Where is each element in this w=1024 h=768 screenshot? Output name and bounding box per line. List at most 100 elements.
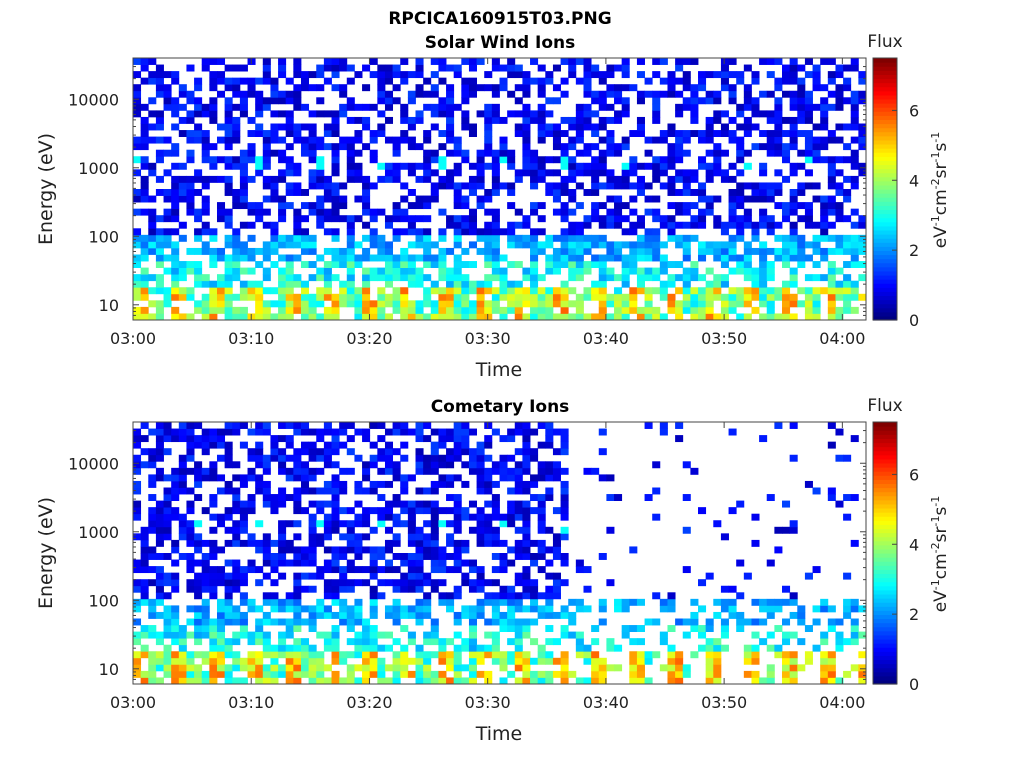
flux-cell xyxy=(339,651,348,659)
flux-cell xyxy=(835,644,844,652)
flux-cell xyxy=(339,58,348,65)
flux-cell xyxy=(148,136,157,144)
colorbar-swatch xyxy=(873,671,897,677)
flux-cell xyxy=(797,287,806,295)
flux-cell xyxy=(262,611,271,619)
flux-cell xyxy=(537,651,546,659)
flux-cell xyxy=(270,494,279,501)
flux-cell xyxy=(522,130,531,137)
flux-cell xyxy=(316,572,325,580)
flux-cell xyxy=(621,274,630,282)
flux-cell xyxy=(133,651,142,659)
flux-cell xyxy=(407,585,416,593)
flux-cell xyxy=(774,110,783,118)
flux-cell xyxy=(423,130,432,137)
flux-cell xyxy=(262,175,271,183)
flux-cell xyxy=(270,300,279,308)
flux-cell xyxy=(827,175,836,183)
flux-cell xyxy=(468,461,477,469)
flux-cell xyxy=(148,195,157,203)
flux-cell xyxy=(629,657,638,665)
flux-cell xyxy=(331,123,340,131)
flux-cell xyxy=(598,293,607,301)
flux-cell xyxy=(171,77,180,85)
flux-cell xyxy=(484,441,493,449)
flux-cell xyxy=(407,520,416,528)
flux-cell xyxy=(247,90,256,98)
flux-cell xyxy=(278,631,287,639)
flux-cell xyxy=(583,110,592,118)
flux-cell xyxy=(392,520,401,528)
flux-cell xyxy=(300,638,310,646)
flux-cell xyxy=(308,533,317,541)
flux-cell xyxy=(514,84,523,92)
flux-cell xyxy=(446,169,455,177)
flux-cell xyxy=(858,123,867,131)
flux-cell xyxy=(453,539,462,547)
flux-cell xyxy=(468,585,477,593)
flux-cell xyxy=(415,435,424,443)
flux-cell xyxy=(362,507,371,515)
flux-cell xyxy=(171,539,180,547)
flux-cell xyxy=(339,261,348,268)
flux-cell xyxy=(537,90,546,98)
flux-cell xyxy=(743,208,752,216)
flux-cell xyxy=(575,261,584,268)
flux-cell xyxy=(346,97,355,105)
flux-cell xyxy=(362,487,371,495)
colorbar-swatch xyxy=(873,279,897,284)
flux-cell xyxy=(850,175,859,183)
flux-cell xyxy=(148,494,157,501)
flux-cell xyxy=(308,513,317,521)
flux-cell xyxy=(362,254,371,262)
flux-cell xyxy=(323,533,332,541)
flux-cell xyxy=(453,435,462,443)
flux-cell xyxy=(377,254,386,262)
flux-cell xyxy=(789,241,798,249)
flux-cell xyxy=(239,441,248,449)
flux-cell xyxy=(384,461,394,469)
flux-cell xyxy=(507,605,516,613)
flux-cell xyxy=(636,657,645,665)
flux-cell xyxy=(262,162,271,170)
flux-cell xyxy=(247,208,256,216)
flux-cell xyxy=(636,215,645,223)
flux-cell xyxy=(392,638,401,646)
flux-cell xyxy=(133,195,142,203)
flux-cell xyxy=(423,195,432,203)
flux-cell xyxy=(232,162,241,170)
flux-cell xyxy=(178,454,187,462)
flux-cell xyxy=(430,625,439,632)
flux-cell xyxy=(201,241,210,249)
flux-cell xyxy=(186,677,195,685)
flux-cell xyxy=(224,670,233,678)
flux-cell xyxy=(148,553,157,560)
flux-cell xyxy=(522,553,531,560)
flux-cell xyxy=(194,494,203,501)
flux-cell xyxy=(713,670,722,678)
flux-cell xyxy=(514,487,523,495)
flux-cell xyxy=(316,487,325,495)
flux-cell xyxy=(682,293,691,301)
flux-cell xyxy=(804,254,813,262)
flux-cell xyxy=(713,156,722,164)
flux-cell xyxy=(377,631,386,639)
flux-cell xyxy=(262,247,271,255)
flux-cell xyxy=(194,306,203,314)
flux-cell xyxy=(247,664,256,672)
flux-cell xyxy=(331,657,340,665)
colorbar-swatch xyxy=(873,94,897,100)
flux-cell xyxy=(423,241,432,249)
flux-cell xyxy=(804,300,813,308)
flux-cell xyxy=(667,300,676,308)
flux-cell xyxy=(782,500,791,508)
flux-cell xyxy=(484,162,493,170)
flux-cell xyxy=(453,241,462,249)
flux-cell xyxy=(537,116,546,124)
flux-cell xyxy=(476,247,485,255)
flux-cell xyxy=(178,422,187,429)
flux-cell xyxy=(438,234,447,242)
flux-cell xyxy=(827,625,836,632)
flux-cell xyxy=(415,559,424,567)
flux-cell xyxy=(216,156,226,164)
